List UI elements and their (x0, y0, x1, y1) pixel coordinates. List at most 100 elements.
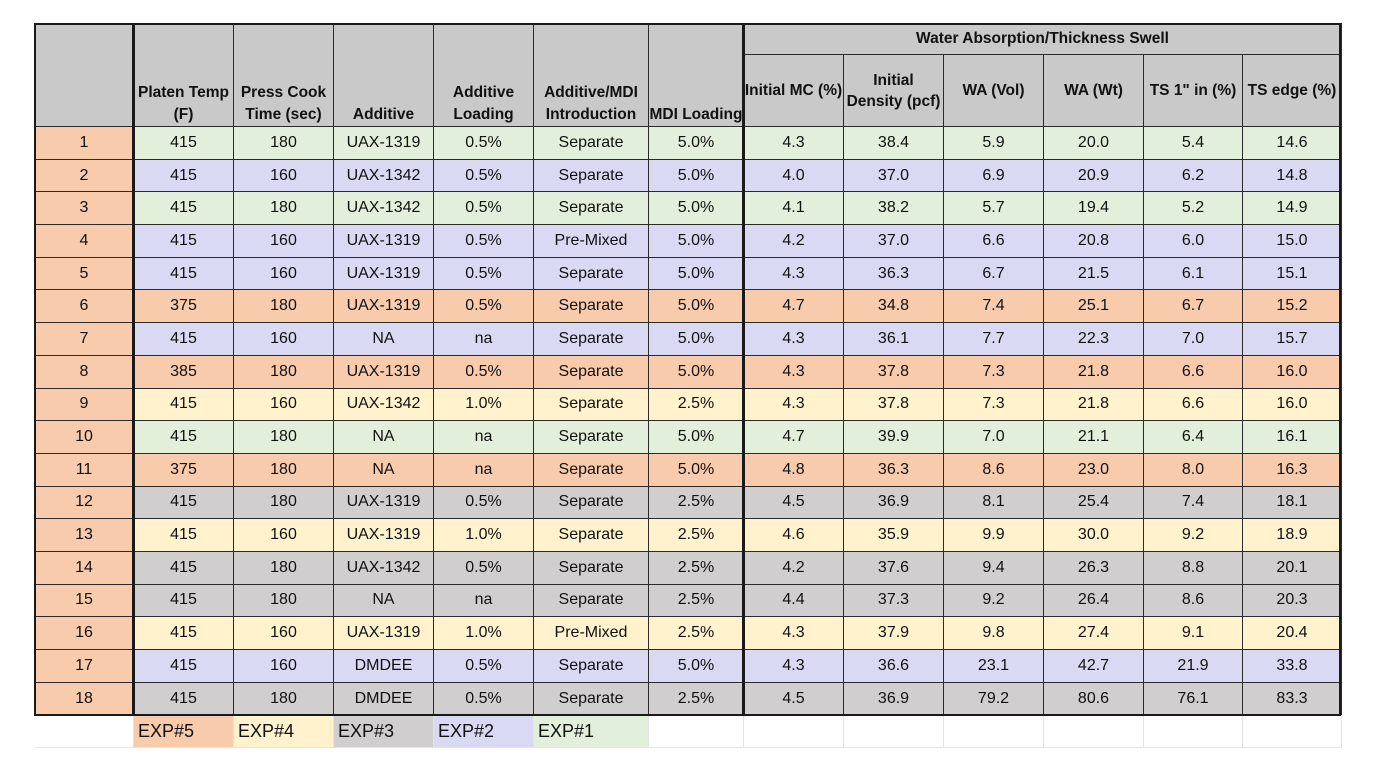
header-mdi-loading: MDI Loading (648, 23, 744, 127)
header-ts-1in: TS 1" in (%) (1143, 54, 1243, 127)
legend-empty-cell (843, 714, 944, 749)
cell-additive-loading: 0.5% (433, 158, 534, 193)
cell-additive: UAX-1342 (333, 158, 434, 193)
cell-wa-vol: 6.6 (943, 224, 1044, 258)
cell-initial-density: 37.9 (843, 616, 944, 650)
header-id (34, 23, 134, 127)
cell-initial-mc: 4.2 (743, 550, 844, 585)
cell-initial-density: 37.0 (843, 224, 944, 258)
cell-mdi-loading: 2.5% (648, 681, 744, 716)
cell-ts-1in: 9.2 (1143, 518, 1243, 552)
cell-wa-wt: 25.4 (1043, 485, 1144, 520)
cell-initial-mc: 4.3 (743, 354, 844, 389)
cell-ts-1in: 7.0 (1143, 322, 1243, 356)
cell-ts-edge: 18.9 (1242, 518, 1342, 552)
cell-ts-1in: 5.4 (1143, 126, 1243, 160)
cell-wa-vol: 79.2 (943, 681, 1044, 716)
table-row: 6 375 180 UAX-1319 0.5% Separate 5.0% 4.7 34.8 7.… (34, 289, 1342, 324)
cell-platen-temp: 415 (133, 191, 234, 226)
cell-ts-edge: 18.1 (1242, 485, 1342, 520)
cell-wa-wt: 26.3 (1043, 550, 1144, 585)
cell-additive: UAX-1319 (333, 485, 434, 520)
cell-mdi-loading: 5.0% (648, 322, 744, 356)
cell-additive-loading: 0.5% (433, 550, 534, 585)
header-water-absorption-group: Water Absorption/Thickness Swell (743, 23, 1342, 55)
cell-platen-temp: 385 (133, 354, 234, 389)
cell-wa-wt: 26.4 (1043, 583, 1144, 618)
header-platen-temp: Platen Temp (F) (133, 23, 234, 127)
cell-wa-vol: 23.1 (943, 649, 1044, 683)
cell-press-cook-time: 180 (233, 485, 334, 520)
cell-initial-mc: 4.0 (743, 158, 844, 193)
cell-initial-mc: 4.3 (743, 256, 844, 291)
cell-initial-mc: 4.8 (743, 452, 844, 487)
cell-wa-vol: 7.0 (943, 420, 1044, 454)
table-row: 4 415 160 UAX-1319 0.5% Pre-Mixed 5.0% 4.2 37.0 6… (34, 224, 1342, 258)
cell-initial-mc: 4.1 (743, 191, 844, 226)
table-row: 1 415 180 UAX-1319 0.5% Separate 5.0% 4.3 38.4 5.… (34, 126, 1342, 160)
cell-ts-1in: 6.7 (1143, 289, 1243, 324)
cell-row-id: 17 (34, 649, 134, 683)
cell-platen-temp: 415 (133, 158, 234, 193)
cell-initial-mc: 4.3 (743, 616, 844, 650)
cell-initial-mc: 4.3 (743, 322, 844, 356)
legend-exp3: EXP#3 (333, 714, 434, 749)
cell-mdi-loading: 2.5% (648, 550, 744, 585)
cell-additive-loading: 1.0% (433, 518, 534, 552)
cell-mdi-loading: 5.0% (648, 191, 744, 226)
cell-ts-edge: 83.3 (1242, 681, 1342, 716)
header-additive: Additive (333, 23, 434, 127)
legend-empty-cell (1143, 714, 1243, 749)
cell-ts-edge: 16.0 (1242, 387, 1342, 422)
cell-additive-mdi-introduction: Separate (533, 158, 649, 193)
legend-empty-cell (743, 714, 844, 749)
cell-row-id: 15 (34, 583, 134, 618)
cell-row-id: 12 (34, 485, 134, 520)
header-press-cook-time: Press Cook Time (sec) (233, 23, 334, 127)
cell-platen-temp: 415 (133, 420, 234, 454)
cell-press-cook-time: 180 (233, 289, 334, 324)
cell-additive: UAX-1342 (333, 191, 434, 226)
cell-ts-1in: 5.2 (1143, 191, 1243, 226)
cell-additive-loading: na (433, 452, 534, 487)
cell-platen-temp: 415 (133, 256, 234, 291)
cell-platen-temp: 415 (133, 126, 234, 160)
cell-wa-vol: 7.4 (943, 289, 1044, 324)
cell-mdi-loading: 2.5% (648, 616, 744, 650)
cell-platen-temp: 415 (133, 550, 234, 585)
cell-ts-1in: 6.6 (1143, 387, 1243, 422)
cell-initial-density: 36.3 (843, 256, 944, 291)
cell-wa-vol: 9.2 (943, 583, 1044, 618)
table-row: 13 415 160 UAX-1319 1.0% Separate 2.5% 4.6 35.9 9… (34, 518, 1342, 552)
table-row: 8 385 180 UAX-1319 0.5% Separate 5.0% 4.3 37.8 7.… (34, 354, 1342, 389)
cell-initial-density: 34.8 (843, 289, 944, 324)
cell-additive-loading: 0.5% (433, 256, 534, 291)
cell-initial-density: 37.8 (843, 387, 944, 422)
cell-ts-edge: 33.8 (1242, 649, 1342, 683)
cell-additive-mdi-introduction: Separate (533, 583, 649, 618)
cell-wa-wt: 30.0 (1043, 518, 1144, 552)
cell-press-cook-time: 180 (233, 452, 334, 487)
cell-wa-vol: 7.7 (943, 322, 1044, 356)
cell-additive: NA (333, 322, 434, 356)
cell-initial-density: 39.9 (843, 420, 944, 454)
cell-additive-loading: na (433, 583, 534, 618)
cell-ts-1in: 6.0 (1143, 224, 1243, 258)
cell-ts-edge: 16.1 (1242, 420, 1342, 454)
cell-wa-vol: 9.4 (943, 550, 1044, 585)
cell-row-id: 7 (34, 322, 134, 356)
legend-row: EXP#5 EXP#4 EXP#3 EXP#2 EXP#1 (34, 714, 1342, 749)
cell-additive: NA (333, 420, 434, 454)
cell-additive-loading: 0.5% (433, 354, 534, 389)
cell-additive-mdi-introduction: Separate (533, 649, 649, 683)
table-row: 2 415 160 UAX-1342 0.5% Separate 5.0% 4.0 37.0 6.… (34, 158, 1342, 193)
cell-initial-density: 36.9 (843, 485, 944, 520)
cell-press-cook-time: 180 (233, 191, 334, 226)
cell-wa-vol: 6.9 (943, 158, 1044, 193)
cell-mdi-loading: 5.0% (648, 354, 744, 389)
cell-platen-temp: 415 (133, 224, 234, 258)
table-body: 1 415 180 UAX-1319 0.5% Separate 5.0% 4.3 38.4 5.… (34, 126, 1342, 749)
cell-platen-temp: 415 (133, 649, 234, 683)
cell-additive-mdi-introduction: Separate (533, 518, 649, 552)
cell-platen-temp: 415 (133, 387, 234, 422)
